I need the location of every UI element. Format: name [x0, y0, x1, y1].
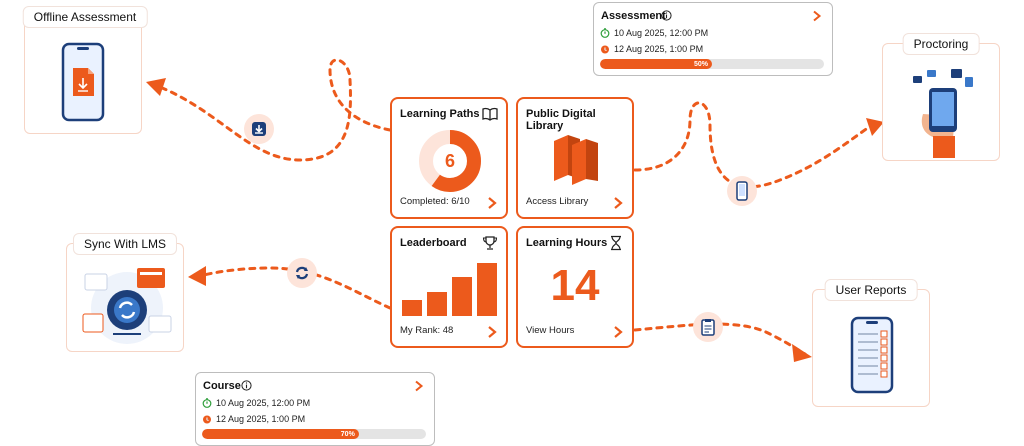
- learning-paths-footer: Completed: 6/10: [400, 196, 470, 207]
- leaderboard-bars: [402, 258, 498, 316]
- leaderboard-title: Leaderboard: [400, 237, 467, 249]
- chevron-right-icon[interactable]: [812, 10, 822, 22]
- assessment-end-row: 12 Aug 2025, 1:00 PM: [600, 44, 703, 54]
- course-card[interactable]: Course 10 Aug 2025, 12:00 PM 12 Aug 2025…: [195, 372, 435, 446]
- chevron-right-icon[interactable]: [612, 196, 624, 210]
- assessment-progress-label: 50%: [693, 60, 708, 68]
- user-reports-title: User Reports: [824, 279, 918, 301]
- learning-paths-card[interactable]: Learning Paths 6 Completed: 6/10: [390, 97, 508, 219]
- learning-paths-value: 6: [445, 151, 455, 171]
- assessment-start-row: 10 Aug 2025, 12:00 PM: [600, 28, 708, 38]
- hourglass-icon: [611, 235, 621, 251]
- course-start-row: 10 Aug 2025, 12:00 PM: [202, 398, 310, 408]
- mobile-icon: [736, 181, 748, 201]
- sync-lms-title: Sync With LMS: [72, 233, 178, 255]
- proctoring-title: Proctoring: [902, 33, 980, 55]
- start-timer-icon: [202, 398, 212, 408]
- assessment-progress-fill: 50%: [600, 59, 712, 69]
- leaderboard-footer: My Rank: 48: [400, 325, 454, 336]
- library-title: Public Digital Library: [526, 108, 596, 132]
- assessment-title: Assessment: [601, 10, 666, 22]
- learning-paths-title: Learning Paths: [400, 108, 480, 120]
- sync-icon: [295, 266, 309, 280]
- proctoring-illustration-icon: [913, 69, 973, 158]
- clipboard-bubble: [693, 312, 723, 342]
- learning-hours-card[interactable]: Learning Hours 14 View Hours: [516, 226, 634, 348]
- sync-bubble: [287, 258, 317, 288]
- learning-hours-title: Learning Hours: [526, 237, 608, 249]
- learning-paths-donut: 6: [419, 130, 481, 192]
- leaderboard-bar: [452, 276, 472, 316]
- leaderboard-bar: [427, 291, 447, 316]
- mobile-bubble: [727, 176, 757, 206]
- chevron-right-icon[interactable]: [486, 196, 498, 210]
- user-reports-feature[interactable]: User Reports: [812, 279, 930, 407]
- learning-hours-footer: View Hours: [526, 325, 575, 336]
- leaderboard-card[interactable]: Leaderboard My Rank: 48: [390, 226, 508, 348]
- clipboard-icon: [701, 319, 715, 336]
- chevron-right-icon[interactable]: [486, 325, 498, 339]
- reports-phone-icon: [850, 316, 894, 394]
- lms-sync-illustration-icon: [82, 268, 172, 344]
- chevron-right-icon[interactable]: [414, 380, 424, 392]
- course-progress-label: 70%: [340, 430, 355, 438]
- course-progress-track: 70%: [202, 429, 426, 439]
- library-card[interactable]: Public Digital Library Access Library: [516, 97, 634, 219]
- end-alarm-icon: [203, 415, 211, 424]
- assessment-start: 10 Aug 2025, 12:00 PM: [614, 28, 709, 38]
- info-icon[interactable]: [661, 10, 672, 21]
- offline-assessment-feature[interactable]: Offline Assessment: [22, 6, 148, 134]
- download-bubble: [244, 114, 274, 144]
- download-icon: [252, 122, 266, 136]
- start-timer-icon: [600, 28, 610, 38]
- course-start: 10 Aug 2025, 12:00 PM: [216, 398, 311, 408]
- chevron-right-icon[interactable]: [612, 325, 624, 339]
- offline-assessment-title: Offline Assessment: [22, 6, 148, 28]
- books-icon: [554, 135, 598, 185]
- leaderboard-bar: [477, 262, 497, 316]
- end-alarm-icon: [601, 45, 609, 54]
- course-end-row: 12 Aug 2025, 1:00 PM: [202, 414, 305, 424]
- course-end: 12 Aug 2025, 1:00 PM: [216, 414, 306, 424]
- assessment-end: 12 Aug 2025, 1:00 PM: [614, 44, 704, 54]
- course-title: Course: [203, 380, 241, 392]
- offline-phone-icon: [61, 42, 105, 122]
- learning-hours-value: 14: [550, 261, 600, 310]
- info-icon[interactable]: [241, 380, 252, 391]
- sync-lms-feature[interactable]: Sync With LMS: [66, 233, 184, 352]
- book-icon: [482, 107, 498, 121]
- trophy-icon: [482, 236, 498, 250]
- course-progress-fill: 70%: [202, 429, 359, 439]
- proctoring-feature[interactable]: Proctoring: [882, 33, 1000, 161]
- leaderboard-bar: [402, 299, 422, 316]
- assessment-progress-track: 50%: [600, 59, 824, 69]
- assessment-card[interactable]: Assessment 10 Aug 2025, 12:00 PM 12 Aug …: [593, 2, 833, 76]
- library-footer: Access Library: [526, 196, 589, 207]
